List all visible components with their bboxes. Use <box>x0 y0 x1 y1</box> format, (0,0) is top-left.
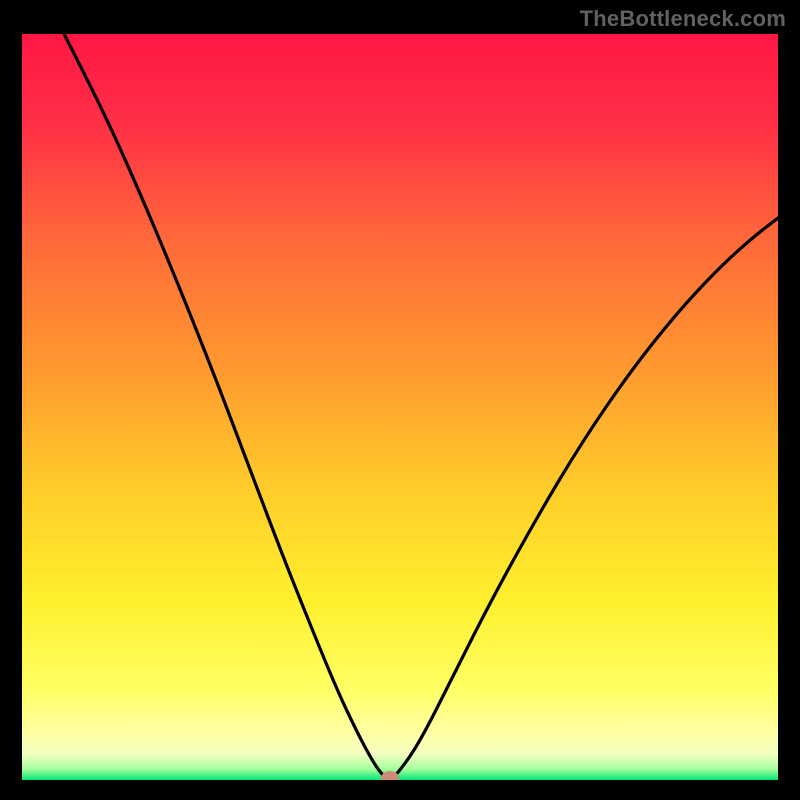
watermark-text: TheBottleneck.com <box>580 6 786 32</box>
bottleneck-curve <box>22 34 778 780</box>
frame-border-right <box>778 0 800 800</box>
optimal-point-marker <box>381 771 399 780</box>
frame-border-left <box>0 0 22 800</box>
gradient-background <box>22 34 778 780</box>
chart-plot-area <box>22 34 778 780</box>
frame-border-bottom <box>0 780 800 800</box>
